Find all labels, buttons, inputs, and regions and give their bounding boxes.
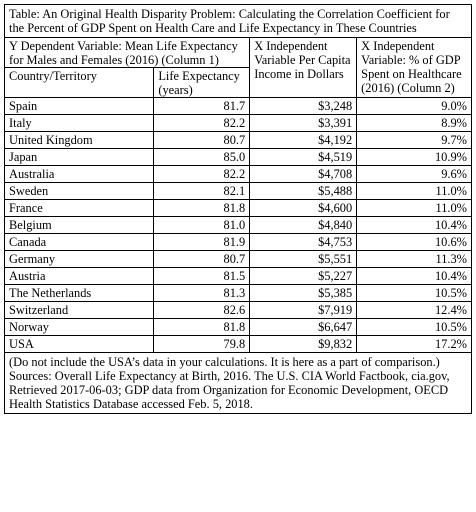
country-cell: USA (3, 335, 155, 353)
country-cell: Japan (3, 148, 155, 166)
gdp-percent-cell: 9.7% (356, 131, 472, 149)
table-note-cell: (Do not include the USA’s data in your c… (4, 352, 472, 414)
income-cell: $6,647 (249, 318, 358, 336)
country-cell: Switzerland (3, 301, 155, 319)
table-row: Switzerland 82.6 $7,919 12.4% (3, 301, 472, 319)
table-row: The Netherlands 81.3 $5,385 10.5% (3, 284, 472, 302)
life-expectancy-cell: 81.3 (153, 284, 251, 302)
table-row: United Kingdom 80.7 $4,192 9.7% (3, 131, 472, 149)
life-expectancy-cell: 82.1 (153, 182, 251, 200)
table-row: Norway 81.8 $6,647 10.5% (3, 318, 472, 336)
life-expectancy-cell: 81.7 (153, 97, 251, 115)
table-row: Belgium 81.0 $4,840 10.4% (3, 216, 472, 234)
income-cell: $9,832 (249, 335, 358, 353)
gdp-percent-cell: 9.6% (356, 165, 472, 183)
country-cell: United Kingdom (3, 131, 155, 149)
income-cell: $4,600 (249, 199, 358, 217)
country-cell: Canada (3, 233, 155, 251)
country-cell: Norway (3, 318, 155, 336)
country-cell: Belgium (3, 216, 155, 234)
table-row: Canada 81.9 $4,753 10.6% (3, 233, 472, 251)
gdp-percent-cell: 8.9% (356, 114, 472, 132)
table-row: Japan 85.0 $4,519 10.9% (3, 148, 472, 166)
gdp-percent-cell: 10.5% (356, 318, 472, 336)
gdp-percent-cell: 10.4% (356, 216, 472, 234)
table-title-row: Table: An Original Health Disparity Prob… (4, 4, 472, 38)
document-page: Table: An Original Health Disparity Prob… (3, 4, 472, 414)
country-column-header: Country/Territory (3, 67, 155, 98)
table-row: France 81.8 $4,600 11.0% (3, 199, 472, 217)
country-cell: Italy (3, 114, 155, 132)
gdp-percent-cell: 11.0% (356, 182, 472, 200)
country-cell: Germany (3, 250, 155, 268)
gdp-percent-cell: 11.3% (356, 250, 472, 268)
income-cell: $4,519 (249, 148, 358, 166)
sources-note: Sources: Overall Life Expectancy at Birt… (9, 369, 450, 411)
country-cell: Sweden (3, 182, 155, 200)
income-cell: $3,248 (249, 97, 358, 115)
life-expectancy-cell: 80.7 (153, 131, 251, 149)
country-cell: Austria (3, 267, 155, 285)
gdp-percent-cell: 17.2% (356, 335, 472, 353)
life-expectancy-cell: 82.6 (153, 301, 251, 319)
table-row: USA 79.8 $9,832 17.2% (3, 335, 472, 353)
life-expectancy-cell: 82.2 (153, 165, 251, 183)
income-cell: $3,391 (249, 114, 358, 132)
table-row: Austria 81.5 $5,227 10.4% (3, 267, 472, 285)
life-expectancy-cell: 79.8 (153, 335, 251, 353)
gdp-percent-cell: 9.0% (356, 97, 472, 115)
income-cell: $5,488 (249, 182, 358, 200)
gdp-percent-cell: 10.9% (356, 148, 472, 166)
gdp-column-header: X Independent Variable: % of GDP Spent o… (356, 37, 472, 98)
life-expectancy-cell: 80.7 (153, 250, 251, 268)
life-expectancy-cell: 81.8 (153, 318, 251, 336)
income-cell: $5,385 (249, 284, 358, 302)
table-row: Germany 80.7 $5,551 11.3% (3, 250, 472, 268)
life-expectancy-cell: 81.9 (153, 233, 251, 251)
income-cell: $4,192 (249, 131, 358, 149)
income-column-header: X Independent Variable Per Capita Income… (249, 37, 358, 98)
gdp-percent-cell: 10.4% (356, 267, 472, 285)
table-header-row-2: Country/Territory Life Expectancy (years… (3, 67, 472, 98)
income-cell: $5,227 (249, 267, 358, 285)
table-title: Table: An Original Health Disparity Prob… (4, 4, 472, 38)
table-row: Italy 82.2 $3,391 8.9% (3, 114, 472, 132)
table-row: Spain 81.7 $3,248 9.0% (3, 97, 472, 115)
table-row: Australia 82.2 $4,708 9.6% (3, 165, 472, 183)
gdp-percent-cell: 10.5% (356, 284, 472, 302)
country-cell: Australia (3, 165, 155, 183)
life-expectancy-cell: 81.8 (153, 199, 251, 217)
income-cell: $4,708 (249, 165, 358, 183)
income-cell: $5,551 (249, 250, 358, 268)
table-header-row-1: Y Dependent Variable: Mean Life Expectan… (3, 37, 472, 98)
country-cell: The Netherlands (3, 284, 155, 302)
life-expectancy-cell: 81.0 (153, 216, 251, 234)
country-cell: Spain (3, 97, 155, 115)
gdp-percent-cell: 11.0% (356, 199, 472, 217)
health-disparity-table: Table: An Original Health Disparity Prob… (3, 4, 472, 414)
y-variable-header: Y Dependent Variable: Mean Life Expectan… (3, 37, 251, 68)
life-expectancy-cell: 85.0 (153, 148, 251, 166)
income-cell: $4,753 (249, 233, 358, 251)
table-note-row: (Do not include the USA’s data in your c… (4, 352, 472, 414)
life-expectancy-cell: 82.2 (153, 114, 251, 132)
table-row: Sweden 82.1 $5,488 11.0% (3, 182, 472, 200)
income-cell: $4,840 (249, 216, 358, 234)
life-expectancy-column-header: Life Expectancy (years) (153, 67, 251, 98)
income-cell: $7,919 (249, 301, 358, 319)
country-cell: France (3, 199, 155, 217)
usa-exclusion-note: (Do not include the USA’s data in your c… (9, 355, 440, 369)
life-expectancy-cell: 81.5 (153, 267, 251, 285)
gdp-percent-cell: 10.6% (356, 233, 472, 251)
gdp-percent-cell: 12.4% (356, 301, 472, 319)
